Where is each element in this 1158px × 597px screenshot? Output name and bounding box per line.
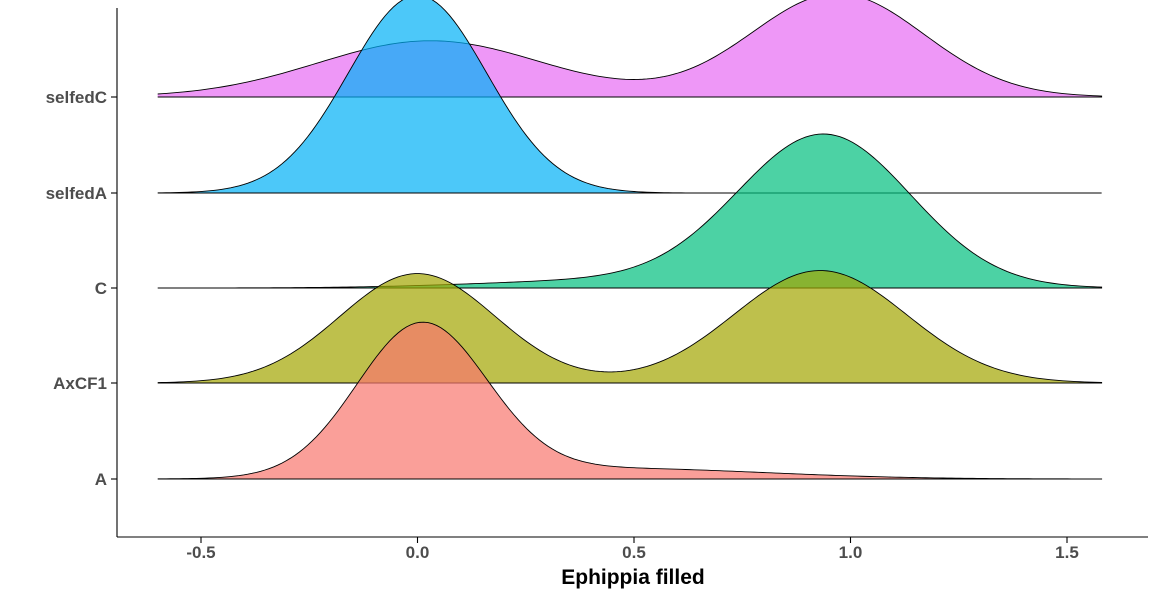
x-tick-label: 1.0 [839, 543, 863, 562]
ridge-fill-selfedA [157, 0, 1102, 193]
ridge-outline-selfedC [157, 0, 1103, 98]
ridge-outline-selfedA [157, 0, 1102, 194]
ridges-layer [157, 0, 1103, 480]
y-tick-label: selfedC [46, 88, 107, 107]
y-ticks: selfedC selfedA C AxCF1 A [46, 88, 117, 489]
ridge-fill-C [157, 133, 1102, 288]
x-tick-label: -0.5 [186, 543, 215, 562]
ridge-outline-AxCF1 [157, 270, 1103, 384]
ridge-fill-A [157, 322, 1102, 479]
ridge-outline-A [157, 321, 1103, 480]
x-ticks: -0.5 0.0 0.5 1.0 1.5 [186, 537, 1079, 562]
x-tick-label: 0.5 [622, 543, 646, 562]
ridge-fill-selfedC [157, 0, 1102, 97]
x-tick-label: 1.5 [1055, 543, 1079, 562]
y-tick-label: C [95, 279, 107, 298]
y-tick-label: AxCF1 [53, 374, 107, 393]
x-tick-label: 0.0 [406, 543, 430, 562]
y-tick-label: selfedA [46, 184, 107, 203]
x-axis-title: Ephippia filled [561, 566, 705, 589]
y-tick-label: A [95, 470, 107, 489]
ridge-outline-C [157, 133, 1103, 289]
